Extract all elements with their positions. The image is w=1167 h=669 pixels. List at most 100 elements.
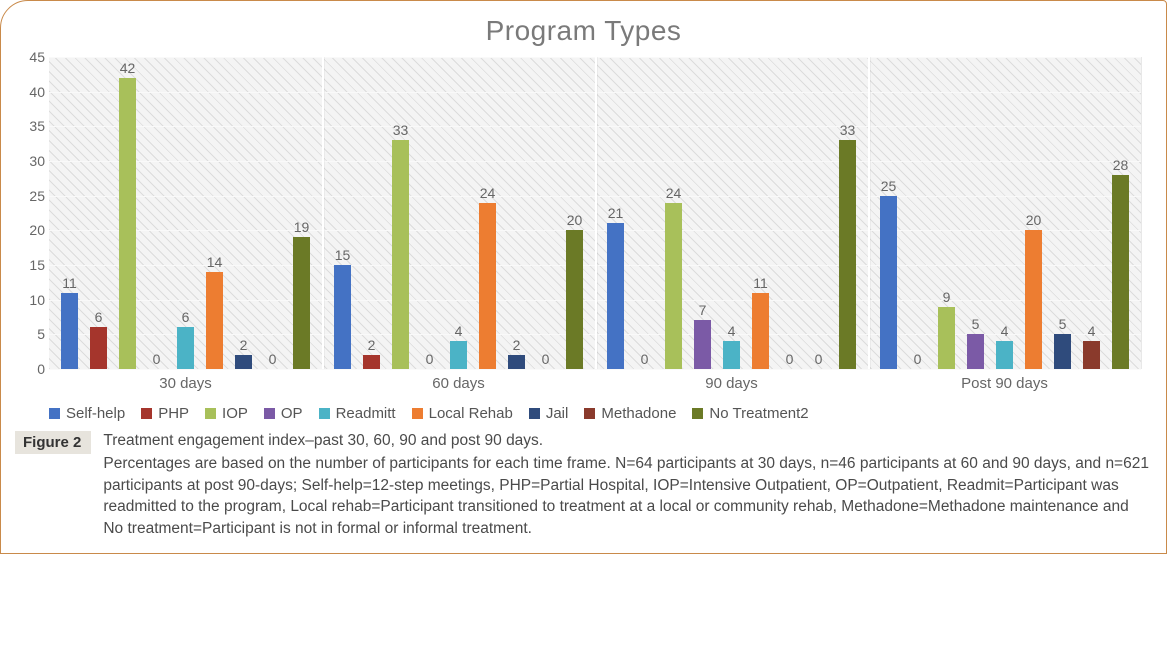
legend-item: IOP — [205, 405, 248, 422]
bar-value-label: 0 — [633, 351, 657, 367]
y-tick-label: 35 — [15, 118, 49, 134]
bar-value-label: 20 — [1022, 212, 1046, 228]
bar-value-label: 6 — [87, 309, 111, 325]
bar — [752, 293, 769, 369]
y-tick-label: 30 — [15, 153, 49, 169]
legend-swatch — [141, 408, 152, 419]
y-tick-label: 0 — [15, 361, 49, 377]
bar — [723, 341, 740, 369]
bar-value-label: 28 — [1109, 157, 1133, 173]
legend-swatch — [529, 408, 540, 419]
bar-value-label: 0 — [807, 351, 831, 367]
bar-value-label: 0 — [261, 351, 285, 367]
bar-value-label: 11 — [749, 275, 773, 291]
x-category-label: Post 90 days — [961, 375, 1048, 392]
bar — [839, 140, 856, 369]
bar-value-label: 33 — [836, 122, 860, 138]
bar — [119, 78, 136, 369]
chart-title: Program Types — [15, 15, 1152, 47]
legend-label: Self-help — [66, 405, 125, 422]
y-tick-label: 5 — [15, 326, 49, 342]
bar-value-label: 15 — [331, 247, 355, 263]
panel-separator — [322, 57, 324, 369]
legend-label: Jail — [546, 405, 569, 422]
bar-value-label: 2 — [232, 337, 256, 353]
legend-item: OP — [264, 405, 303, 422]
bar — [996, 341, 1013, 369]
legend-swatch — [584, 408, 595, 419]
bar — [90, 327, 107, 369]
x-category-label: 30 days — [159, 375, 212, 392]
legend-label: IOP — [222, 405, 248, 422]
caption-body-text: Percentages are based on the number of p… — [103, 453, 1152, 539]
legend-swatch — [264, 408, 275, 419]
bar — [392, 140, 409, 369]
bar — [967, 334, 984, 369]
bar-value-label: 5 — [964, 316, 988, 332]
bar — [1025, 230, 1042, 369]
x-category-label: 60 days — [432, 375, 485, 392]
bar — [1112, 175, 1129, 369]
bar-value-label: 9 — [935, 289, 959, 305]
bar — [880, 196, 897, 369]
legend-swatch — [692, 408, 703, 419]
bar-value-label: 0 — [418, 351, 442, 367]
y-tick-label: 10 — [15, 292, 49, 308]
bar — [1054, 334, 1071, 369]
legend-swatch — [49, 408, 60, 419]
bar-value-label: 0 — [534, 351, 558, 367]
bar-value-label: 4 — [993, 323, 1017, 339]
y-tick-label: 25 — [15, 188, 49, 204]
x-category-label: 90 days — [705, 375, 758, 392]
bar-value-label: 20 — [563, 212, 587, 228]
bar — [607, 223, 624, 369]
legend-item: No Treatment2 — [692, 405, 808, 422]
bar — [1083, 341, 1100, 369]
y-tick-label: 15 — [15, 257, 49, 273]
caption-line-1: Treatment engagement index–past 30, 60, … — [103, 430, 1152, 451]
bar — [206, 272, 223, 369]
figure-card: Program Types 05101520253035404511642061… — [0, 0, 1167, 554]
bar-value-label: 11 — [58, 275, 82, 291]
bar-value-label: 25 — [877, 178, 901, 194]
bar — [334, 265, 351, 369]
legend-label: PHP — [158, 405, 189, 422]
bar-value-label: 2 — [360, 337, 384, 353]
chart-plot: 0510152025303540451164206142019152330424… — [49, 57, 1142, 369]
bar-value-label: 19 — [290, 219, 314, 235]
y-tick-label: 40 — [15, 84, 49, 100]
legend-item: Readmitt — [319, 405, 396, 422]
bar-value-label: 0 — [778, 351, 802, 367]
bar — [479, 203, 496, 369]
bar-value-label: 4 — [447, 323, 471, 339]
panel-separator — [868, 57, 870, 369]
bar — [508, 355, 525, 369]
legend-swatch — [412, 408, 423, 419]
legend-label: Methadone — [601, 405, 676, 422]
bar-value-label: 0 — [906, 351, 930, 367]
legend-item: Methadone — [584, 405, 676, 422]
y-tick-label: 20 — [15, 222, 49, 238]
y-tick-label: 45 — [15, 49, 49, 65]
bar — [566, 230, 583, 369]
x-axis-labels: 30 days 60 days 90 days Post 90 days — [49, 371, 1142, 397]
bar — [938, 307, 955, 369]
bar — [293, 237, 310, 369]
legend-label: OP — [281, 405, 303, 422]
bar-value-label: 24 — [662, 185, 686, 201]
legend-label: No Treatment2 — [709, 405, 808, 422]
panel-separator — [595, 57, 597, 369]
bar-value-label: 7 — [691, 302, 715, 318]
legend-item: PHP — [141, 405, 189, 422]
legend-item: Local Rehab — [412, 405, 513, 422]
bar-value-label: 4 — [1080, 323, 1104, 339]
bar — [450, 341, 467, 369]
chart-legend: Self-help PHP IOP OP Readmitt Local Rehab Jail… — [49, 405, 1152, 422]
bar — [235, 355, 252, 369]
grid-line — [49, 369, 1141, 370]
bar-value-label: 33 — [389, 122, 413, 138]
bar-value-label: 0 — [145, 351, 169, 367]
bar-value-label: 5 — [1051, 316, 1075, 332]
legend-label: Readmitt — [336, 405, 396, 422]
bar-value-label: 24 — [476, 185, 500, 201]
